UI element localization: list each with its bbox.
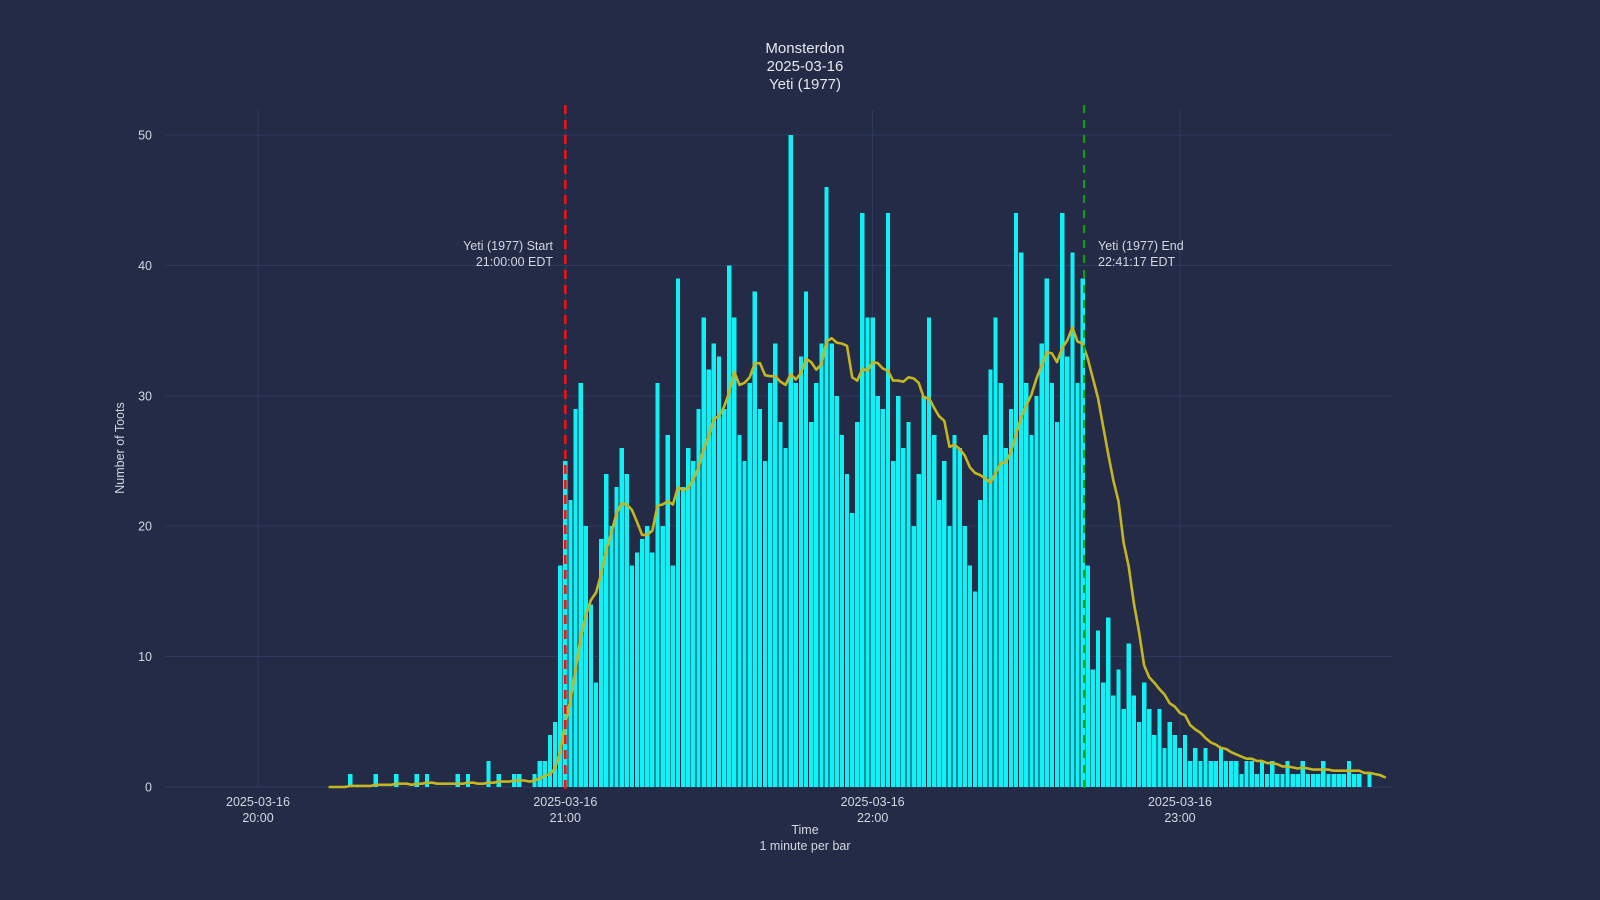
x-axis-title-line2: 1 minute per bar <box>759 839 851 853</box>
x-axis-title: Time 1 minute per bar <box>160 822 1450 854</box>
svg-text:20: 20 <box>138 520 152 534</box>
chart-title-line3: Yeti (1977) <box>769 76 841 93</box>
moving-average-line <box>328 326 1387 789</box>
svg-text:2025-03-16: 2025-03-16 <box>226 795 290 809</box>
chart-title-line1: Monsterdon <box>765 40 845 57</box>
svg-text:2025-03-16: 2025-03-16 <box>841 795 905 809</box>
svg-text:23:00: 23:00 <box>1164 811 1195 825</box>
svg-text:22:00: 22:00 <box>857 811 888 825</box>
svg-text:21:00: 21:00 <box>550 811 581 825</box>
event-end-annotation-line1: Yeti (1977) End <box>1098 239 1184 253</box>
x-tick-labels: 2025-03-16 20:00 2025-03-16 21:00 2025-03-16… <box>226 795 1212 825</box>
svg-text:20:00: 20:00 <box>242 811 273 825</box>
event-end-annotation-line2: 22:41:17 EDT <box>1098 255 1176 269</box>
svg-text:30: 30 <box>138 389 152 403</box>
svg-text:10: 10 <box>138 650 152 664</box>
y-tick-labels: 0 10 20 30 40 50 <box>138 129 152 795</box>
y-axis-title: Number of Toots <box>113 402 127 494</box>
chart-title: Monsterdon 2025-03-16 Yeti (1977) <box>160 40 1450 94</box>
svg-text:50: 50 <box>138 129 152 143</box>
event-start-annotation-line2: 21:00:00 EDT <box>475 255 553 269</box>
svg-text:0: 0 <box>145 781 152 795</box>
toot-count-bars <box>348 135 1372 788</box>
chart-title-line2: 2025-03-16 <box>766 58 844 75</box>
svg-text:2025-03-16: 2025-03-16 <box>1148 795 1212 809</box>
svg-text:40: 40 <box>138 259 152 273</box>
svg-text:2025-03-16: 2025-03-16 <box>533 795 597 809</box>
event-start-annotation-line1: Yeti (1977) Start <box>463 239 553 253</box>
x-axis-title-line1: Time <box>791 823 819 837</box>
event-start-annotation: Yeti (1977) Start 21:00:00 EDT <box>463 238 553 270</box>
event-end-annotation: Yeti (1977) End 22:41:17 EDT <box>1098 238 1184 270</box>
